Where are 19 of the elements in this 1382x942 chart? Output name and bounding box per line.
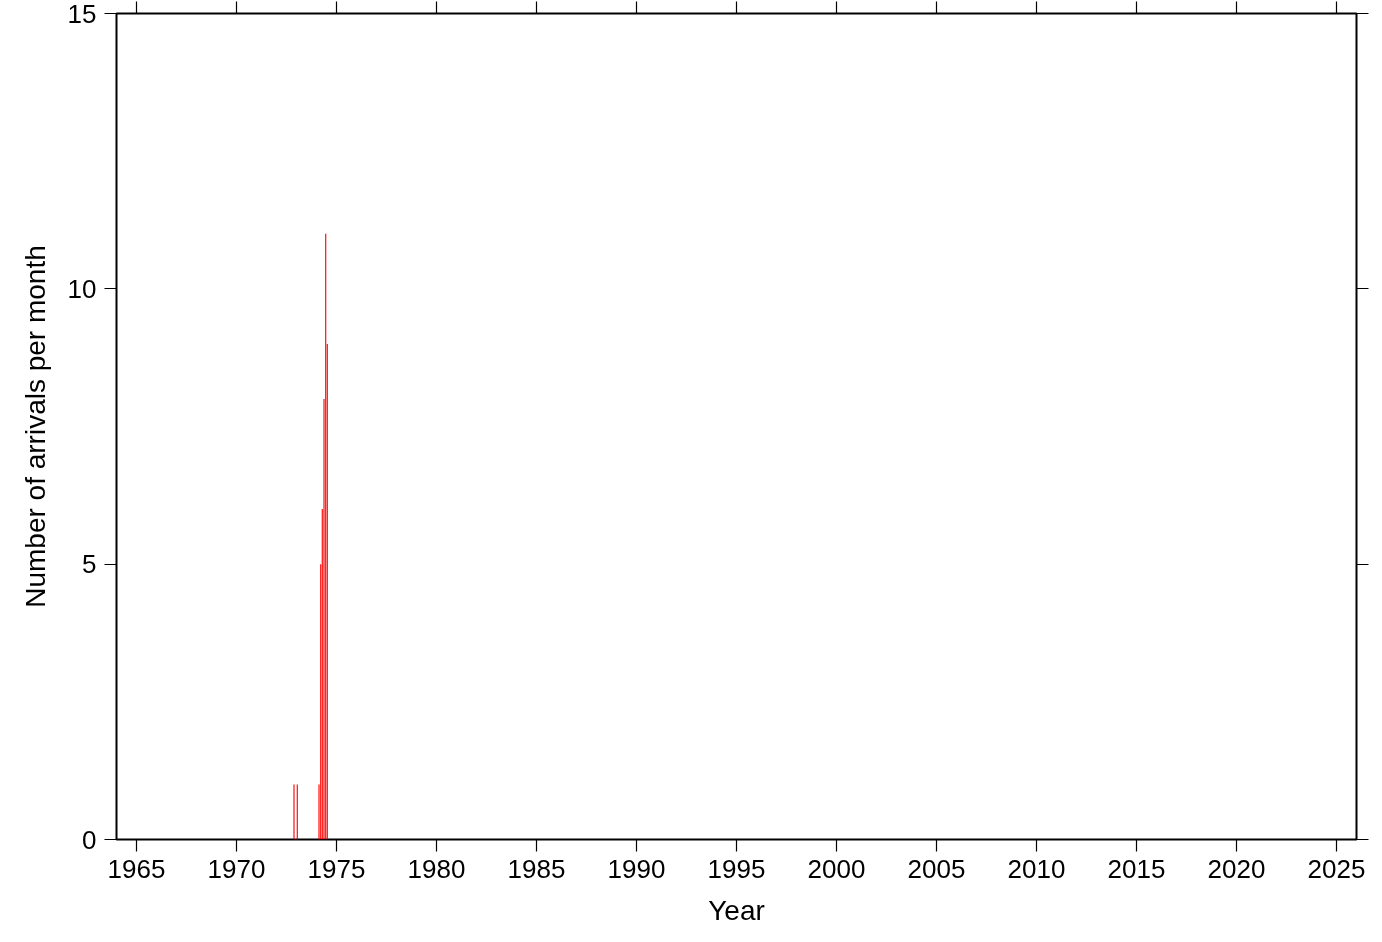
x-tick-label: 1990 (607, 853, 666, 884)
y-tick-label: 5 (82, 549, 97, 580)
y-tick-label: 15 (67, 0, 97, 29)
x-tick-label: 1975 (307, 853, 366, 884)
x-tick-label: 2000 (807, 853, 866, 884)
x-tick-label: 1970 (207, 853, 266, 884)
x-tick-label: 1965 (107, 853, 166, 884)
x-tick-label: 1995 (707, 853, 766, 884)
x-tick-label: 2005 (907, 853, 966, 884)
x-tick-label: 1980 (407, 853, 466, 884)
y-tick-label: 0 (82, 824, 97, 855)
x-tick-label: 1985 (507, 853, 566, 884)
x-tick-label: 2025 (1307, 853, 1366, 884)
y-axis-title: Number of arrivals per month (19, 245, 51, 608)
x-tick-label: 2015 (1107, 853, 1166, 884)
x-tick-label: 2010 (1007, 853, 1066, 884)
x-axis-title: Year (708, 894, 765, 926)
x-tick-label: 2020 (1207, 853, 1266, 884)
y-tick-label: 10 (67, 273, 97, 304)
